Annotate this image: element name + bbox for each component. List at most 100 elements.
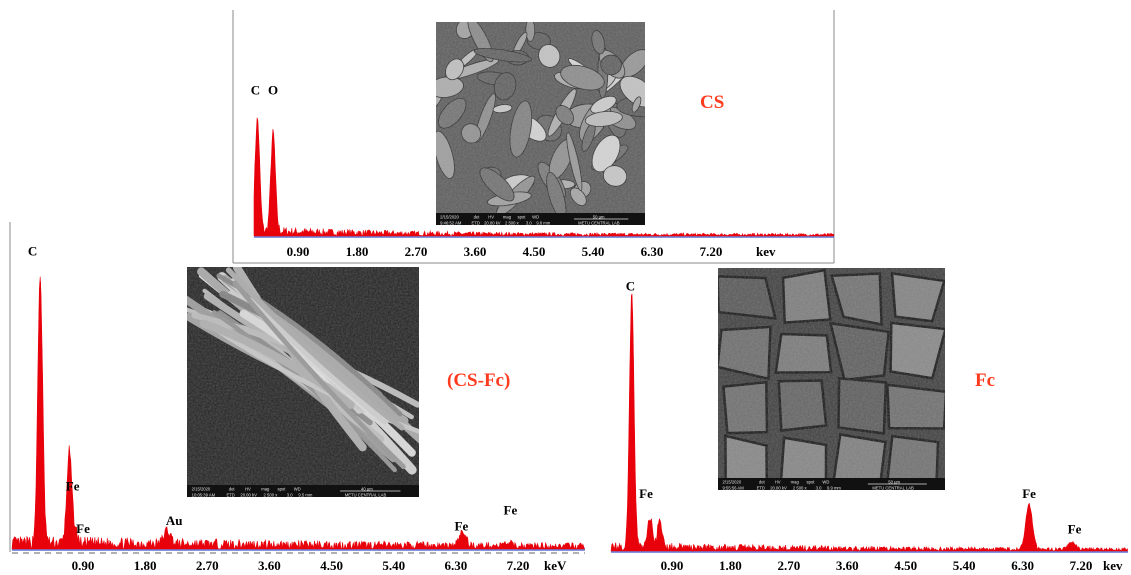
sem-info-text: spot <box>518 214 527 219</box>
sem-info-text: 9:55:56 AM <box>723 485 745 490</box>
sem-info-text: ETD <box>472 220 480 225</box>
panel-title-cs: CS <box>700 92 724 113</box>
peak-label: C <box>28 243 37 258</box>
peak-label: Fe <box>455 518 469 533</box>
sem-micrograph-fc: 2/15/2020 det HV mag spot WD 50 µm 9:55:56 AM ET… <box>718 268 945 490</box>
x-tick-label: 0.90 <box>72 558 95 573</box>
sem-info-bar-bg <box>187 485 419 497</box>
sem-info-text: mag <box>503 214 512 219</box>
sem-info-text: ETD <box>757 485 765 490</box>
panel-cs-fc: C Fe Fe Au Fe Fe 0.90 1.80 2.70 3.60 4.50 5.40 6.30… <box>9 222 585 573</box>
x-tick-label: 2.70 <box>196 558 219 573</box>
sem-info-text: 50 µm <box>593 214 605 219</box>
x-tick-label: 4.50 <box>320 558 343 573</box>
sem-info-text: 9.8 mm <box>536 220 550 225</box>
panel-fc: C Fe Fe Fe 0.90 1.80 2.70 3.60 4.50 5.40 6.30 7.20… <box>610 268 1128 573</box>
x-tick-label: 1.80 <box>719 558 742 573</box>
sem-info-text: spot <box>807 479 816 484</box>
sem-info-text: 50 µm <box>888 479 900 484</box>
sem-info-text: HV <box>488 214 494 219</box>
x-tick-labels-fc: 0.90 1.80 2.70 3.60 4.50 5.40 6.30 7.20 <box>661 558 1093 573</box>
sem-info-bar-bg <box>436 213 645 225</box>
sem-info-bar-bg <box>718 478 945 490</box>
x-tick-label: 5.40 <box>582 244 605 259</box>
peak-label: C <box>251 82 260 97</box>
sem-info-text: HV <box>245 486 251 491</box>
x-tick-label: 3.60 <box>836 558 859 573</box>
x-tick-label: 7.20 <box>507 558 530 573</box>
sem-info-text: METU CENTRAL LAB <box>345 492 387 497</box>
sem-info-text: 3.0 <box>816 485 822 490</box>
x-tick-label: 6.30 <box>1011 558 1034 573</box>
sem-info-text: det <box>759 479 766 484</box>
spectrum-cs <box>253 117 835 238</box>
peak-label: C <box>626 278 635 293</box>
sem-info-text: WD <box>822 479 829 484</box>
peak-label: Fe <box>1022 486 1036 501</box>
x-tick-label: 4.50 <box>523 244 546 259</box>
x-tick-label: 4.50 <box>894 558 917 573</box>
sem-info-text: 3.0 <box>526 220 532 225</box>
peak-labels-fc: C Fe Fe Fe <box>626 278 1082 536</box>
peak-label: Fe <box>76 521 90 536</box>
sem-info-text: WD <box>294 486 301 491</box>
peak-label: Fe <box>504 502 518 517</box>
x-tick-label: 1.80 <box>134 558 157 573</box>
x-tick-labels-cs: 0.90 1.80 2.70 3.60 4.50 5.40 6.30 7.20 <box>287 244 723 259</box>
sem-info-text: 10:05:39 AM <box>192 492 216 497</box>
x-tick-label: 6.30 <box>444 558 467 573</box>
x-tick-label: 5.40 <box>382 558 405 573</box>
spectrum-area <box>610 293 1128 553</box>
peak-label: O <box>268 82 278 97</box>
x-tick-label: 6.30 <box>641 244 664 259</box>
sem-micrograph-cs-fc: 2/15/2020 det HV mag spot WD 40 µm 10:05:39 AM E… <box>187 267 419 497</box>
x-tick-label: 0.90 <box>287 244 310 259</box>
peak-label: Fe <box>1068 521 1082 536</box>
spectrum-fc <box>610 293 1128 553</box>
x-tick-label: 7.20 <box>1070 558 1093 573</box>
peak-label: Au <box>166 513 183 528</box>
panel-title-cs-fc: (CS-Fc) <box>447 370 510 391</box>
x-tick-label: 3.60 <box>258 558 281 573</box>
sem-info-text: 20.00 kV <box>240 492 257 497</box>
sem-info-text: 9:46:52 AM <box>440 220 462 225</box>
sem-info-bar-fc: 2/15/2020 det HV mag spot WD 50 µm 9:55:56 AM ET… <box>718 478 945 490</box>
x-unit-cs: kev <box>756 244 776 259</box>
sem-info-text: 3.0 <box>287 492 293 497</box>
sem-info-text: HV <box>775 479 781 484</box>
x-tick-label: 0.90 <box>661 558 684 573</box>
sem-info-text: 2 500 x <box>793 485 808 490</box>
sem-info-text: 40 µm <box>361 486 373 491</box>
sem-info-text: 20.00 kV <box>770 485 787 490</box>
peak-label: Fe <box>66 478 80 493</box>
sem-info-text: mag <box>791 479 800 484</box>
sem-info-text: 2/15/2020 <box>723 479 742 484</box>
panel-title-fc: Fc <box>975 370 995 391</box>
x-tick-label: 2.70 <box>777 558 800 573</box>
x-tick-labels-cs-fc: 0.90 1.80 2.70 3.60 4.50 5.40 6.30 7.20 <box>72 558 530 573</box>
sem-info-text: mag <box>261 486 270 491</box>
sem-info-text: 20.00 kV <box>484 220 501 225</box>
x-tick-label: 1.80 <box>346 244 369 259</box>
peak-labels-cs-fc: C Fe Fe Au Fe Fe <box>28 243 518 536</box>
x-tick-label: 3.60 <box>464 244 487 259</box>
sem-info-text: ETD <box>226 492 234 497</box>
sem-info-text: METU CENTRAL LAB <box>872 485 914 490</box>
x-unit-cs-fc: keV <box>544 558 567 573</box>
sem-info-text: 9.9 mm <box>827 485 841 490</box>
sem-info-text: 9.5 mm <box>298 492 312 497</box>
sem-info-text: 2 500 x <box>505 220 520 225</box>
x-tick-label: 7.20 <box>700 244 723 259</box>
spectrum-cs-fc <box>11 276 585 551</box>
sem-info-text: det <box>229 486 236 491</box>
peak-label: Fe <box>639 486 653 501</box>
sem-info-text: det <box>474 214 481 219</box>
sem-info-text: spot <box>277 486 286 491</box>
x-tick-label: 5.40 <box>953 558 976 573</box>
x-tick-label: 2.70 <box>405 244 428 259</box>
sem-info-text: 2/15/2020 <box>440 214 459 219</box>
sem-micrograph-cs: 2/15/2020 det HV mag spot WD 50 µm 9:46:52 AM ET… <box>436 22 645 225</box>
